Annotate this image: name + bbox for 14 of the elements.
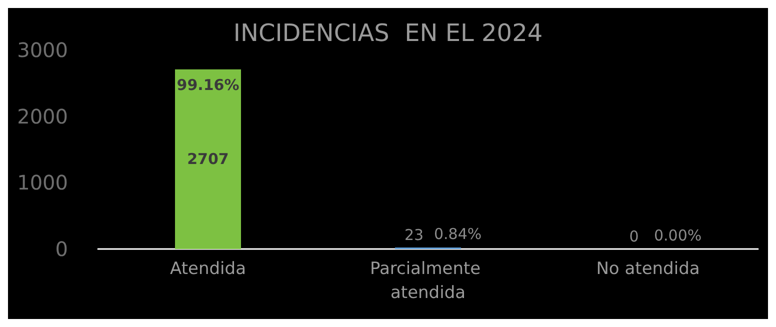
x-tick-label: Parcialmente atendida bbox=[370, 259, 486, 303]
chart-title: INCIDENCIAS EN EL 2024 bbox=[233, 19, 543, 47]
data-label: 23 bbox=[404, 226, 424, 244]
y-tick-label: 3000 bbox=[17, 38, 68, 62]
data-label: 2707 bbox=[187, 150, 229, 168]
x-tick-label: No atendida bbox=[596, 259, 700, 279]
y-tick-label: 1000 bbox=[17, 170, 68, 195]
x-tick-label: Atendida bbox=[170, 259, 246, 279]
annotation: 0.84% bbox=[434, 224, 482, 243]
data-label: 0 bbox=[629, 228, 639, 246]
y-tick-label: 0 bbox=[55, 237, 68, 261]
annotation: 99.16% bbox=[176, 76, 240, 94]
y-tick-label: 2000 bbox=[17, 104, 68, 128]
annotation: 0.00% bbox=[654, 226, 702, 244]
